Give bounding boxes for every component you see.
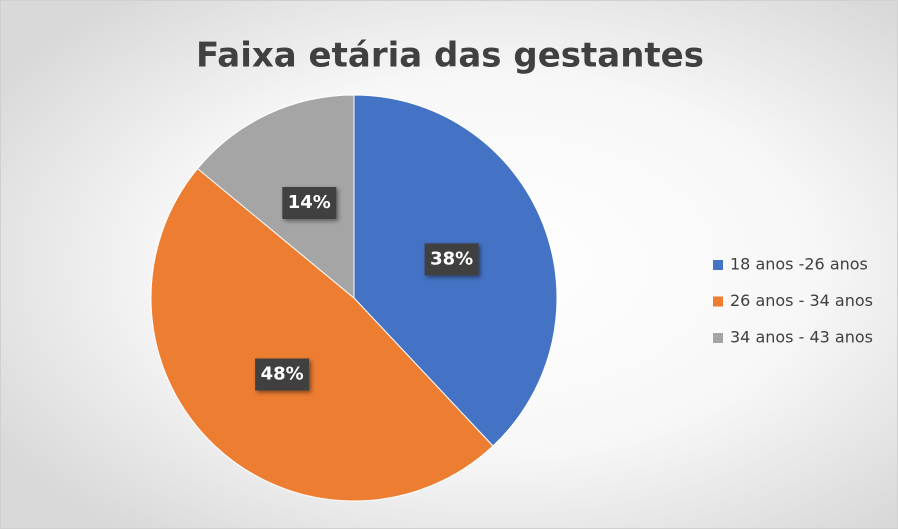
data-label-box	[424, 243, 479, 276]
data-label: 48%	[261, 364, 304, 385]
legend-swatch	[713, 333, 723, 343]
pie-slice	[150, 167, 494, 502]
legend-label: 34 anos - 43 anos	[730, 328, 873, 347]
data-label: 14%	[288, 192, 331, 213]
data-label-box	[282, 186, 337, 219]
data-label-box	[255, 358, 310, 391]
legend-swatch	[713, 260, 723, 270]
legend-label: 26 anos - 34 anos	[730, 291, 873, 310]
chart-title: Faixa etária das gestantes	[196, 36, 704, 76]
pie-slice	[196, 94, 355, 300]
data-label: 38%	[430, 248, 473, 269]
legend-label: 18 anos -26 anos	[730, 255, 868, 274]
legend-swatch	[713, 296, 723, 307]
